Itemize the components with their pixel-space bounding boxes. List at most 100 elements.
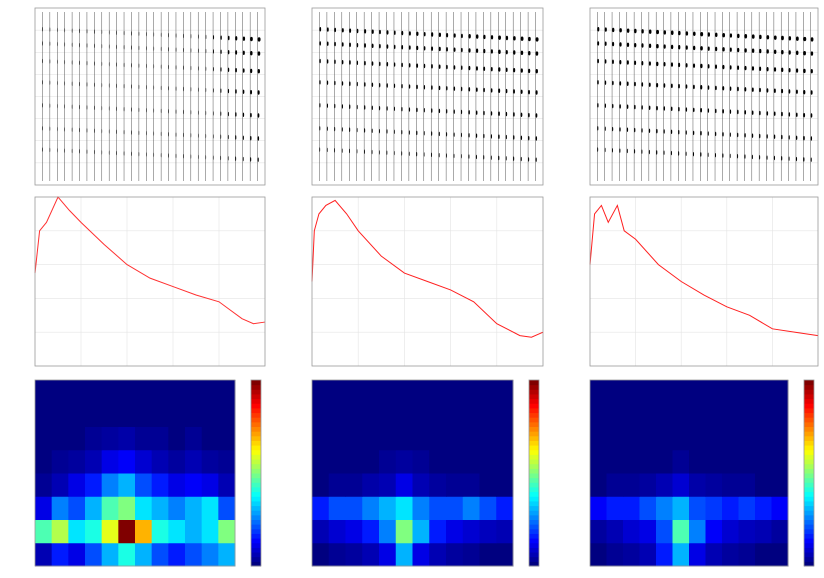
wiggle — [744, 133, 746, 138]
colorbar-segment — [251, 403, 261, 409]
colorbar-segment — [804, 538, 814, 544]
heatmap-cell — [68, 380, 86, 404]
colorbar-segment — [804, 519, 814, 525]
wiggle — [475, 87, 478, 92]
wiggle — [235, 36, 238, 41]
wiggle — [356, 60, 359, 66]
heatmap-cell — [118, 473, 136, 497]
heatmap-cell — [395, 519, 413, 544]
colorbar-segment — [251, 528, 261, 534]
colorbar-segment — [251, 496, 261, 502]
wiggle — [379, 44, 381, 49]
wiggle — [795, 36, 799, 41]
wiggle — [597, 41, 600, 46]
colorbar-segment — [529, 552, 539, 558]
heatmap-cell — [85, 380, 103, 404]
wiggle — [379, 105, 381, 111]
wiggle — [131, 45, 132, 50]
colorbar-segment — [251, 486, 261, 493]
colorbar-segment — [251, 454, 261, 460]
wiggle — [371, 128, 373, 134]
heatmap-cell — [590, 542, 607, 567]
wiggle — [205, 34, 207, 40]
wiggle — [773, 35, 777, 40]
wiggle — [371, 149, 373, 155]
heatmap-cell — [312, 473, 330, 497]
heatmap-cell — [51, 449, 69, 474]
heatmap-cell — [722, 519, 739, 544]
wiggle — [505, 134, 507, 140]
wiggle — [220, 134, 222, 139]
heatmap-cell — [705, 496, 723, 520]
wiggle — [715, 108, 717, 114]
wiggle — [138, 45, 140, 51]
wiggle — [446, 132, 448, 137]
colorbar-segment — [804, 533, 814, 539]
heatmap-cell — [35, 473, 53, 497]
heatmap-cell — [312, 519, 330, 544]
wiggle — [326, 103, 329, 108]
wiggle — [393, 62, 396, 67]
wiggle — [423, 85, 426, 90]
colorbar-segment — [251, 463, 261, 469]
wiggle — [468, 110, 470, 115]
wiggle — [641, 82, 644, 87]
heatmap-cell — [85, 519, 103, 544]
colorbar-segment — [251, 440, 261, 446]
wiggle — [656, 29, 660, 35]
colorbar-segment — [251, 510, 261, 516]
wiggle — [101, 82, 103, 88]
heatmap-cell — [101, 542, 119, 567]
colorbar-segment — [804, 398, 814, 404]
wiggle — [634, 60, 637, 66]
wiggle — [356, 104, 358, 110]
wiggle — [341, 59, 344, 65]
wiggle — [737, 86, 739, 92]
wiggle — [401, 30, 404, 36]
heatmap-cell — [118, 426, 136, 451]
colorbar-segment — [529, 403, 539, 409]
wiggle — [160, 32, 162, 38]
wiggle — [205, 66, 207, 72]
wiggle — [803, 157, 805, 162]
heatmap-cell — [395, 449, 413, 474]
wiggle — [86, 43, 88, 48]
wiggle — [810, 113, 813, 118]
wiggle — [408, 45, 411, 50]
colorbar-segment — [804, 482, 814, 488]
wiggle — [94, 82, 95, 87]
wiggle — [468, 65, 471, 71]
colorbar-segment — [804, 440, 814, 446]
plot-frame — [803, 379, 815, 567]
wiggle — [250, 68, 253, 74]
colorbar-segment — [529, 510, 539, 516]
heatmap-cell — [446, 426, 464, 451]
heatmap-cell — [168, 403, 186, 427]
heatmap-cell — [362, 426, 380, 451]
heatmap-cell — [623, 449, 640, 474]
heatmap-cell — [135, 380, 153, 404]
wiggle — [56, 148, 58, 153]
wiggle — [227, 88, 230, 94]
colorbar-segment — [529, 538, 539, 544]
wiggle — [810, 69, 813, 74]
wiggle — [490, 88, 493, 93]
wiggle — [788, 112, 791, 117]
wiggle — [438, 153, 440, 158]
colorbar-segment — [804, 403, 814, 409]
plot-frame — [589, 7, 819, 186]
wiggle — [146, 63, 147, 69]
heatmap-cell — [656, 426, 673, 451]
wiggle — [678, 30, 681, 36]
wiggle — [86, 61, 88, 66]
plot-frame — [589, 379, 789, 567]
heatmap-cell — [639, 519, 657, 544]
wiggle — [94, 61, 95, 66]
heatmap-cell — [168, 380, 186, 404]
wiggle — [160, 46, 162, 52]
heatmap-cell — [429, 519, 447, 544]
wiggle — [626, 42, 630, 47]
heatmap-cell — [738, 380, 756, 404]
wiggle — [160, 108, 162, 114]
wiggle — [123, 151, 125, 156]
